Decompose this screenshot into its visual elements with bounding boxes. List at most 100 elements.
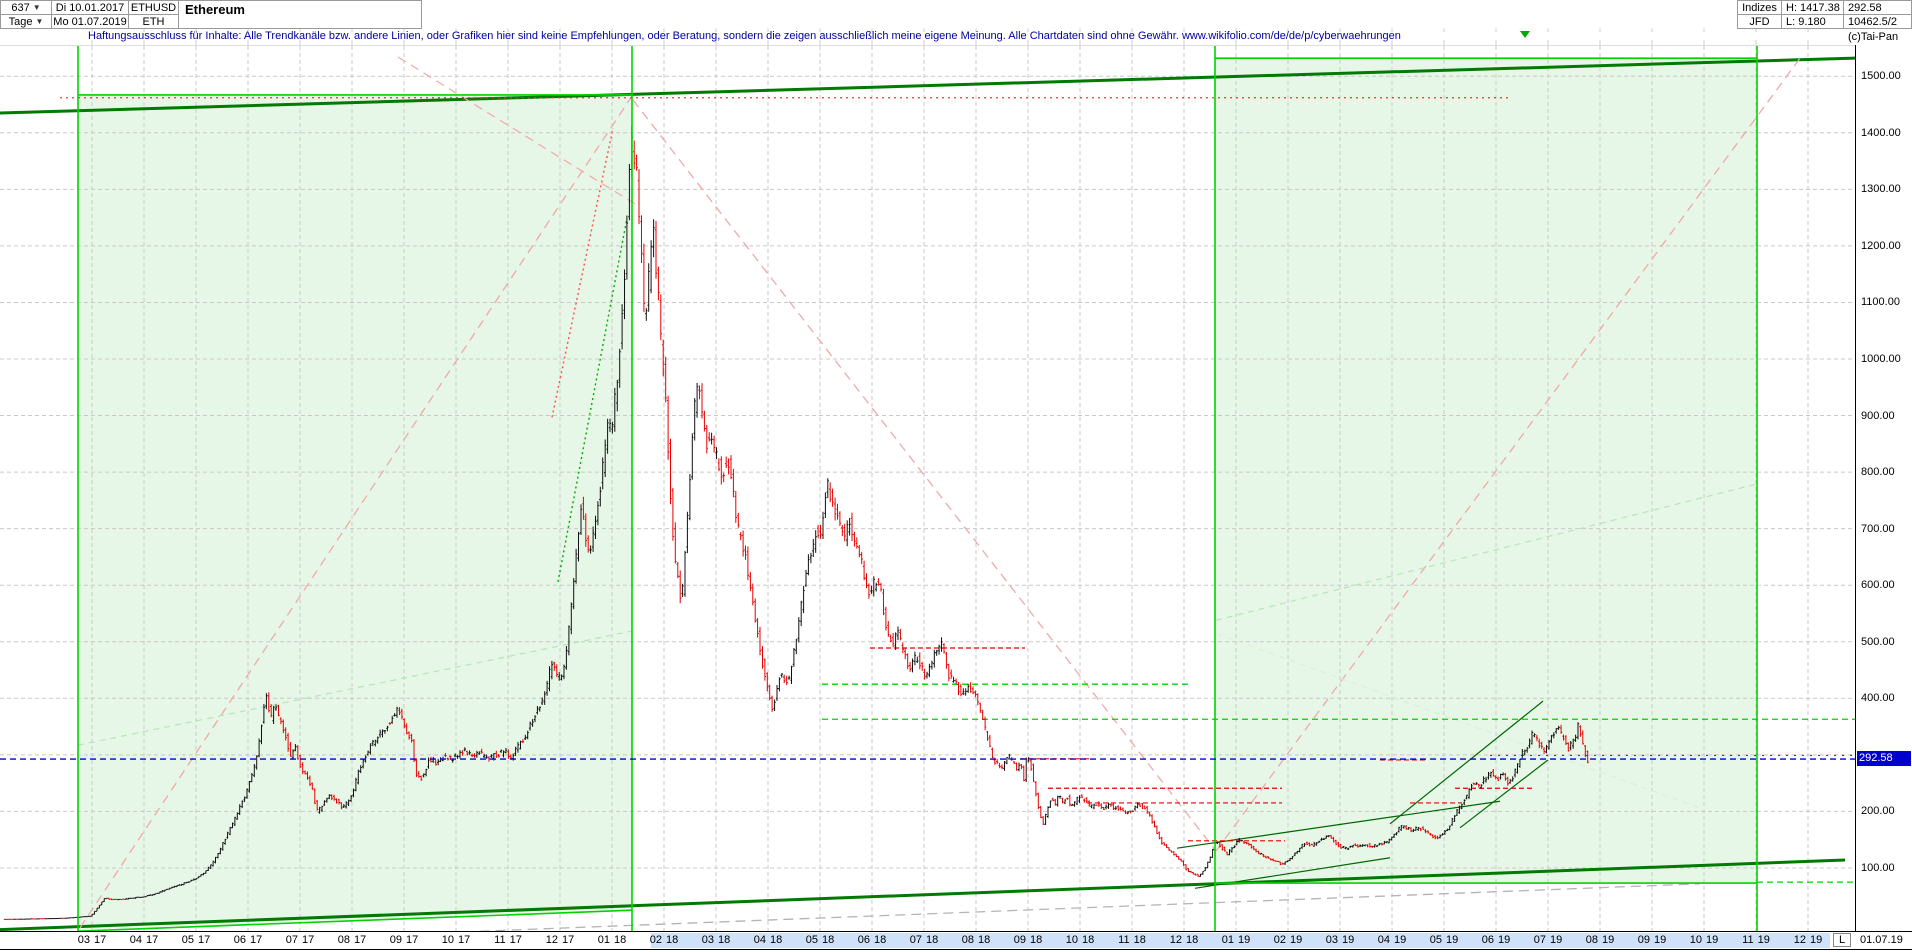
group-cell: Indizes <box>1737 0 1782 15</box>
month-tick-label: 09 18 <box>1013 934 1043 946</box>
last-price-tag: 292.58 <box>1857 751 1911 767</box>
month-tick-label: 04 19 <box>1377 934 1407 946</box>
drawing-marker-icon[interactable] <box>1520 31 1530 38</box>
secondary-value-cell: 10462.5/2 <box>1843 14 1912 29</box>
last-bar-marker: L <box>1833 933 1851 947</box>
price-tick-label: 1300.00 <box>1861 183 1901 196</box>
month-tick-label: 02 18 <box>649 934 679 946</box>
gridlines <box>0 46 1855 931</box>
month-tick-label: 11 17 <box>494 934 522 946</box>
month-tick-label: 03 17 <box>77 934 107 946</box>
price-tick-label: 900.00 <box>1861 409 1895 422</box>
instrument-name: Ethereum <box>178 0 422 29</box>
instrument-name-value: Ethereum <box>185 2 245 17</box>
broker-value: JFD <box>1749 15 1770 28</box>
month-tick-label: 09 19 <box>1637 934 1667 946</box>
last-date-label: 01.07.19 <box>1860 934 1903 946</box>
time-axis[interactable]: L 01.07.19 03 17 04 17 05 17 06 17 07 17 08 17 09 17 1… <box>0 931 1912 950</box>
mini-channel-lower <box>1459 759 1549 829</box>
header-month-ticks <box>91 28 1809 45</box>
month-tick-label: 05 17 <box>181 934 211 946</box>
month-tick-label: 07 19 <box>1533 934 1563 946</box>
month-tick-label: 10 19 <box>1689 934 1719 946</box>
mini-channel-upper <box>1389 700 1544 825</box>
time-axis-highlight <box>651 933 1830 948</box>
month-tick-label: 06 17 <box>233 934 263 946</box>
secondary-value: 10462.5/2 <box>1848 15 1897 28</box>
month-tick-label: 08 17 <box>337 934 367 946</box>
lower-trendline <box>0 858 1846 931</box>
month-tick-label: 07 17 <box>285 934 315 946</box>
month-tick-label: 03 18 <box>701 934 731 946</box>
period-value: Tage <box>8 15 33 28</box>
symbol-code-value: ETH <box>142 15 165 28</box>
month-tick-label: 12 17 <box>545 934 575 946</box>
gray-parallel-support <box>470 883 1701 931</box>
low-cell: L: 9.180 <box>1781 14 1844 29</box>
inner-light-2019a <box>1215 483 1758 621</box>
month-tick-label: 05 18 <box>805 934 835 946</box>
month-tick-label: 08 19 <box>1585 934 1615 946</box>
price-tick-label: 400.00 <box>1861 692 1895 705</box>
rally-diagonal-2017 <box>79 95 633 929</box>
steep-green-dotted <box>557 218 628 582</box>
price-tick-label: 1100.00 <box>1861 296 1900 309</box>
month-tick-label: 02 19 <box>1273 934 1303 946</box>
month-tick-label: 10 17 <box>441 934 471 946</box>
upper-trendline <box>0 56 1855 115</box>
group-value: Indizes <box>1742 1 1777 14</box>
price-tick-label: 600.00 <box>1861 579 1895 592</box>
month-tick-label: 08 18 <box>961 934 991 946</box>
month-tick-label: 05 19 <box>1429 934 1459 946</box>
month-tick-label: 10 18 <box>1065 934 1095 946</box>
month-tick-label: 06 19 <box>1481 934 1511 946</box>
symbol-value: ETHUSD <box>130 1 177 14</box>
channel-2019-fill <box>1215 58 1757 883</box>
month-tick-label: 04 18 <box>753 934 783 946</box>
month-tick-label: 12 19 <box>1793 934 1823 946</box>
date-from-field[interactable]: Di 10.01.2017 <box>51 0 129 15</box>
price-tick-label: 1000.00 <box>1861 353 1901 365</box>
date-to-field[interactable]: Mo 01.07.2019 <box>51 14 129 29</box>
month-tick-label: 01 18 <box>597 934 627 946</box>
month-tick-label: 01 19 <box>1221 934 1251 946</box>
date-to-value: Mo 01.07.2019 <box>53 15 127 28</box>
price-tick-label: 1400.00 <box>1861 126 1901 139</box>
month-tick-label: 11 19 <box>1742 934 1770 946</box>
month-tick-label: 06 18 <box>857 934 887 946</box>
price-tick-label: 1200.00 <box>1861 239 1901 252</box>
copyright-label: (c)Tai-Pan <box>1848 31 1899 43</box>
last-price-value: 292.58 <box>1848 1 1882 14</box>
disclaimer-text: Haftungsausschluss für Inhalte: Alle Tre… <box>88 30 1401 42</box>
price-tick-label: 800.00 <box>1861 466 1895 479</box>
month-tick-label: 07 18 <box>909 934 939 946</box>
symbol-field[interactable]: ETHUSD <box>128 0 179 15</box>
chevron-down-icon: ▼ <box>35 17 44 26</box>
price-tick-label: 100.00 <box>1861 861 1895 874</box>
channel-median-2017 <box>397 56 638 206</box>
bars-count-dropdown[interactable]: 637 ▼ <box>0 0 52 15</box>
bars-count-value: 637 <box>11 1 30 14</box>
low-value: L: 9.180 <box>1786 15 1826 28</box>
price-axis[interactable]: 292.58 1500.00 1400.00 1300.00 1200.00 1100.… <box>1855 45 1912 931</box>
downtrend-from-peak <box>632 99 1217 852</box>
month-tick-label: 03 19 <box>1325 934 1355 946</box>
month-tick-label: 12 18 <box>1169 934 1199 946</box>
high-value: H: 1417.38 <box>1786 1 1840 14</box>
last-price-cell: 292.58 <box>1843 0 1912 15</box>
steep-red-dotted <box>551 128 614 418</box>
month-tick-label: 04 17 <box>129 934 159 946</box>
broker-cell: JFD <box>1737 14 1782 29</box>
ohlc-bars-down <box>3 140 1589 920</box>
month-tick-label: 09 17 <box>389 934 419 946</box>
period-dropdown[interactable]: Tage ▼ <box>0 14 52 29</box>
price-tick-label: 700.00 <box>1861 522 1895 535</box>
month-tick-label: 11 18 <box>1118 934 1146 946</box>
ohlc-bars-up <box>13 125 1580 920</box>
price-tick-label: 500.00 <box>1861 635 1895 648</box>
symbol-code-field: ETH <box>128 14 179 29</box>
channel-2019-border <box>1214 46 1758 931</box>
chart-area[interactable] <box>0 46 1855 950</box>
